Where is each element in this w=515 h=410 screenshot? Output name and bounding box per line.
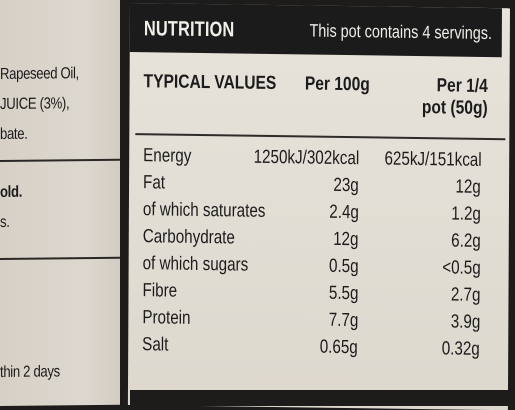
typical-values-header: TYPICAL VALUES — [143, 71, 277, 95]
row-name: Fat — [143, 172, 166, 194]
ingredient-fragment-3: bate. — [0, 125, 28, 143]
per-100g-header: Per 100g — [304, 73, 370, 96]
row-name: Carbohydrate — [142, 226, 235, 249]
row-portion: 625kJ/151kcal — [383, 148, 482, 171]
left-divider-1 — [0, 158, 120, 162]
row-name: of which sugars — [142, 253, 249, 276]
left-divider-2 — [0, 256, 120, 260]
servings-note: This pot contains 4 servings. — [309, 20, 492, 44]
row-per100: 5.5g — [328, 282, 359, 305]
ingredients-panel-fragment: Rapeseed Oil, JUICE (3%), bate. old. s. … — [0, 0, 120, 407]
row-portion: 1.2g — [451, 203, 481, 225]
nutrition-label: NUTRITION This pot contains 4 servings. … — [127, 3, 510, 410]
row-per100: 23g — [333, 174, 360, 197]
row-name: of which saturates — [142, 199, 266, 222]
per-portion-header-line2: pot (50g) — [421, 97, 488, 119]
row-per100: 0.65g — [320, 336, 359, 359]
row-per100: 2.4g — [329, 201, 359, 224]
storage-fragment-3: thin 2 days — [0, 363, 60, 381]
row-name: Fibre — [142, 280, 178, 302]
nutrition-header-bar: NUTRITION This pot contains 4 servings. — [129, 3, 502, 58]
nutrition-title: NUTRITION — [143, 17, 235, 42]
bottom-shadow — [130, 390, 515, 406]
row-name: Energy — [143, 145, 192, 167]
ingredient-fragment-1: Rapeseed Oil, — [0, 65, 79, 83]
row-portion: <0.5g — [442, 257, 481, 279]
row-per100: 1250kJ/302kcal — [253, 146, 360, 170]
row-portion: 2.7g — [450, 284, 481, 306]
per-portion-header: Per 1/4 pot (50g) — [422, 75, 488, 120]
row-portion: 0.32g — [442, 338, 481, 360]
row-name: Salt — [142, 334, 169, 356]
storage-fragment-1: old. — [0, 183, 23, 201]
row-per100: 12g — [333, 228, 359, 251]
ingredient-fragment-2: JUICE (3%), — [0, 95, 70, 113]
row-portion: 6.2g — [451, 230, 481, 252]
row-portion: 12g — [455, 176, 482, 198]
nutrition-rows: Energy 1250kJ/302kcal 625kJ/151kcal Fat … — [142, 145, 493, 366]
row-name: Protein — [142, 307, 191, 329]
header-divider — [135, 133, 506, 141]
per-portion-header-line1: Per 1/4 — [436, 75, 488, 97]
row-portion: 3.9g — [450, 311, 481, 333]
nutrition-row-salt: Salt 0.65g 0.32g — [142, 334, 492, 366]
row-per100: 7.7g — [328, 309, 359, 332]
row-per100: 0.5g — [328, 255, 359, 278]
storage-fragment-2: s. — [0, 213, 10, 231]
